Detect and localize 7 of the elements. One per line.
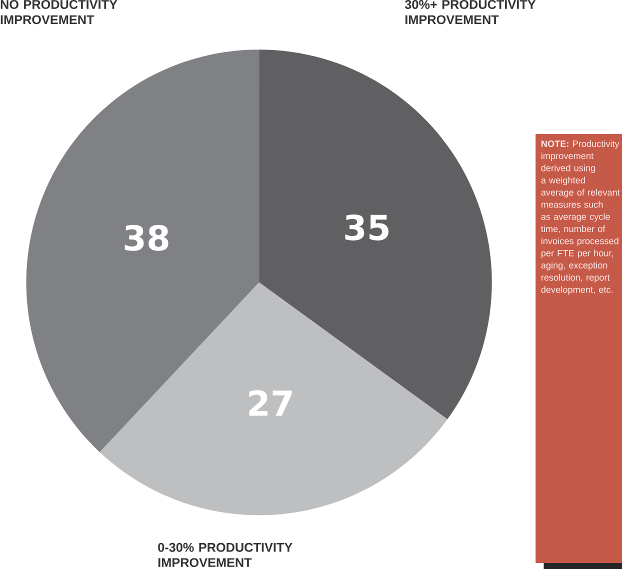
data-label: 35 (345, 214, 388, 240)
slice-label: 0-30% PRODUCTIVITY IMPROVEMENT (158, 542, 292, 567)
data-label: 27 (249, 390, 292, 416)
text: NOTE: Productivity improvement derived using a weighted average of relevant measures such as average cycle time, number of invoices processed per FTE per hour, aging, exception resolution, report development, etc. (541, 140, 620, 295)
slice-label: 30%+ PRODUCTIVITY IMPROVEMENT (404, 0, 536, 24)
data-label: 38 (124, 224, 168, 251)
slice-label: NO PRODUCTIVITY IMPROVEMENT (0, 0, 118, 24)
